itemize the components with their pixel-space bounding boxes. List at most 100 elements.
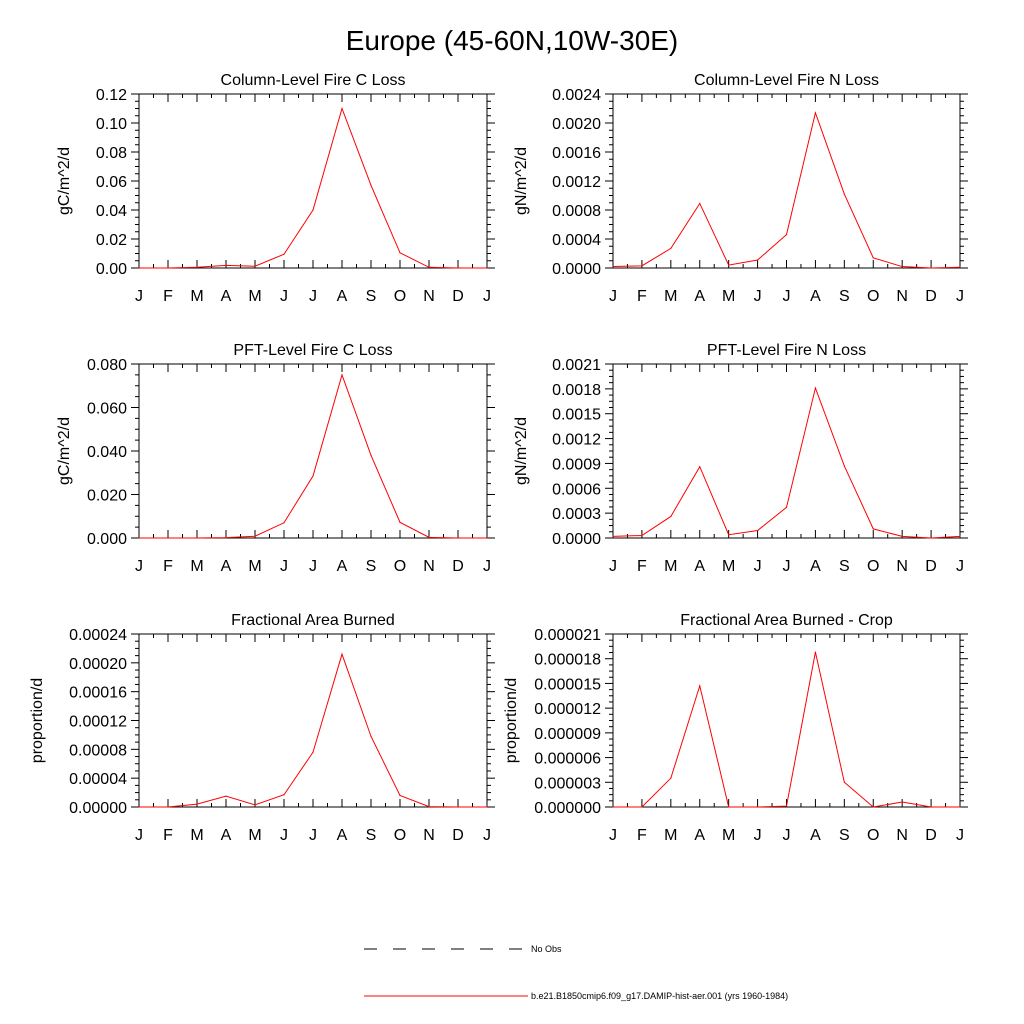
y-tick-label: 0.0020: [552, 116, 601, 133]
x-tick-label: J: [754, 288, 762, 305]
data-point: [930, 537, 932, 539]
x-tick-label: N: [423, 827, 435, 844]
y-tick-label: 0.0018: [552, 382, 601, 399]
data-point: [167, 267, 169, 269]
x-tick-label: A: [810, 288, 821, 305]
y-axis-label: gN/m^2/d: [513, 417, 530, 485]
series-line-1: [139, 373, 487, 539]
data-point: [370, 735, 372, 737]
y-tick-label: 0.00004: [69, 771, 127, 788]
x-tick-label: A: [810, 558, 821, 575]
data-point: [399, 794, 401, 797]
data-point: [756, 259, 759, 261]
panel-title: Fractional Area Burned: [231, 612, 395, 629]
y-tick-label: 0.000015: [534, 676, 601, 693]
x-tick-label: M: [190, 827, 203, 844]
y-tick-label: 0.000018: [534, 652, 601, 669]
data-point: [341, 107, 343, 110]
data-point: [225, 536, 227, 539]
x-tick-label: M: [722, 827, 735, 844]
data-point: [785, 805, 788, 807]
x-tick-label: J: [483, 558, 491, 575]
data-point: [814, 651, 817, 653]
plot-frame: [612, 93, 961, 269]
x-tick-label: A: [337, 558, 348, 575]
data-point: [370, 184, 372, 186]
x-tick-label: J: [783, 827, 791, 844]
x-tick-label: D: [452, 827, 464, 844]
x-tick-label: D: [925, 558, 937, 575]
y-tick-label: 0.000012: [534, 701, 601, 718]
data-point: [428, 266, 430, 268]
data-point: [872, 257, 874, 259]
data-point: [901, 265, 903, 268]
data-point: [814, 112, 817, 114]
x-tick-label: F: [637, 827, 647, 844]
data-point: [641, 806, 643, 808]
data-point: [225, 264, 227, 266]
data-point: [167, 806, 169, 808]
y-tick-label: 0.000003: [534, 775, 601, 792]
data-point: [254, 265, 256, 267]
data-point: [612, 806, 614, 808]
x-tick-label: N: [423, 558, 435, 575]
data-point: [670, 515, 672, 518]
data-point: [641, 534, 643, 537]
y-tick-label: 0.0006: [552, 481, 601, 498]
x-tick-label: M: [190, 288, 203, 305]
y-tick-label: 0.0021: [552, 357, 601, 374]
y-tick-label: 0.10: [96, 116, 127, 133]
series-line-1: [612, 111, 961, 269]
x-tick-label: F: [637, 288, 647, 305]
x-tick-label: J: [609, 827, 617, 844]
x-tick-label: A: [337, 827, 348, 844]
y-tick-label: 0.0024: [552, 87, 601, 104]
x-tick-label: S: [366, 288, 377, 305]
y-tick-label: 0.06: [96, 174, 127, 191]
y-tick-label: 0.00008: [69, 742, 127, 759]
x-tick-label: J: [956, 558, 964, 575]
y-axis-label: proportion/d: [29, 678, 46, 763]
panel-title: PFT-Level Fire C Loss: [233, 342, 392, 359]
data-point: [785, 506, 788, 508]
data-point: [930, 267, 932, 269]
y-tick-label: 0.040: [87, 444, 127, 461]
x-tick-label: O: [394, 558, 406, 575]
x-tick-label: J: [280, 558, 288, 575]
data-point: [486, 806, 488, 808]
data-point: [196, 803, 198, 805]
data-point: [428, 536, 430, 538]
x-tick-label: N: [896, 558, 908, 575]
legend-label-model: b.e21.B1850cmip6.f09_g17.DAMIP-hist-aer.…: [531, 991, 788, 1001]
data-point: [486, 267, 488, 269]
data-point: [225, 795, 227, 797]
x-tick-label: D: [452, 558, 464, 575]
x-tick-label: J: [309, 558, 317, 575]
x-tick-label: J: [309, 288, 317, 305]
x-tick-label: N: [896, 288, 908, 305]
data-point: [670, 777, 672, 779]
y-axis-label: gC/m^2/d: [56, 147, 73, 215]
data-point: [699, 685, 701, 687]
x-tick-label: O: [394, 288, 406, 305]
x-tick-label: A: [694, 827, 705, 844]
y-tick-label: 0.04: [96, 203, 127, 220]
x-tick-label: O: [867, 558, 879, 575]
data-point: [959, 535, 961, 537]
data-point: [312, 209, 314, 211]
x-tick-label: A: [810, 827, 821, 844]
data-point: [959, 266, 961, 268]
figure-title: Europe (45-60N,10W-30E): [346, 25, 679, 56]
data-point: [138, 537, 140, 539]
x-tick-label: S: [366, 558, 377, 575]
y-tick-label: 0.00000: [69, 800, 127, 817]
x-tick-label: J: [135, 558, 143, 575]
x-tick-label: J: [483, 288, 491, 305]
series-line-1: [139, 106, 487, 269]
data-point: [399, 521, 401, 523]
x-tick-label: F: [163, 827, 173, 844]
